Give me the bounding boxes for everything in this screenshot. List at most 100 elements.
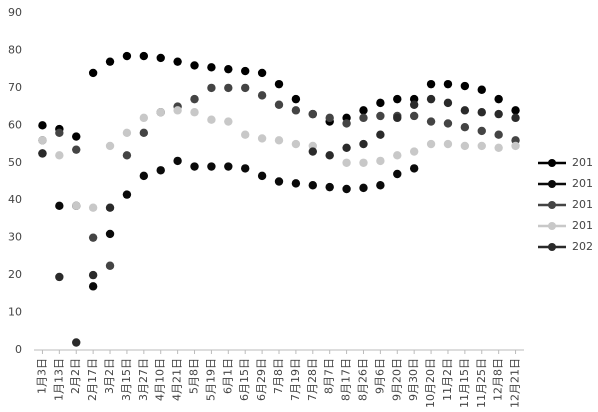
y-tick-label: 30: [8, 231, 22, 244]
data-point: [511, 106, 520, 115]
x-tick-label: 9月30日: [407, 358, 420, 401]
data-point: [426, 117, 436, 126]
data-point: [460, 81, 470, 91]
data-point: [72, 145, 81, 154]
legend-marker: [548, 243, 556, 251]
data-point: [139, 171, 149, 181]
legend-label: 201: [572, 156, 593, 169]
data-point: [426, 94, 436, 104]
data-point: [88, 270, 98, 280]
data-point: [88, 203, 98, 212]
y-tick-label: 20: [8, 268, 22, 281]
x-tick-label: 10月20日: [424, 358, 437, 408]
x-tick-label: 9月20日: [390, 358, 403, 401]
legend-label: 201: [572, 219, 593, 232]
x-tick-label: 11月25日: [475, 358, 488, 408]
x-tick-label: 12月21日: [509, 358, 522, 408]
data-point: [325, 113, 334, 123]
data-point: [139, 128, 149, 138]
data-point: [477, 126, 486, 136]
data-point: [325, 182, 334, 192]
data-point: [291, 106, 301, 115]
legend-marker: [548, 159, 556, 167]
data-point: [359, 158, 368, 167]
data-point: [139, 51, 149, 61]
data-point: [156, 108, 165, 117]
data-point: [359, 106, 368, 115]
x-tick-label: 1月3日: [35, 358, 48, 394]
data-point: [38, 136, 47, 145]
x-tick-label: 8月26日: [356, 358, 369, 401]
data-point: [274, 177, 284, 186]
data-point: [325, 151, 334, 160]
data-point: [224, 64, 233, 74]
data-point: [190, 162, 199, 171]
data-point: [359, 139, 368, 149]
data-point: [460, 123, 470, 132]
data-point: [443, 79, 453, 89]
data-point: [477, 85, 486, 94]
data-point: [342, 158, 351, 167]
data-point: [241, 130, 250, 139]
data-point: [105, 141, 115, 151]
data-point: [122, 151, 132, 160]
data-point: [156, 166, 165, 175]
data-point: [207, 115, 216, 124]
data-point: [443, 119, 453, 128]
x-tick-label: 11月2日: [441, 358, 454, 401]
data-point: [393, 94, 402, 104]
x-tick-label: 5月8日: [188, 358, 201, 394]
data-point: [105, 261, 115, 270]
data-point: [477, 108, 486, 117]
y-tick-label: 40: [8, 193, 22, 206]
data-point: [190, 94, 199, 104]
data-point: [291, 179, 301, 188]
x-tick-label: 3月27日: [137, 358, 150, 401]
data-point: [460, 141, 470, 151]
data-point: [291, 94, 301, 104]
data-point: [359, 183, 368, 193]
legend-label: 201: [572, 177, 593, 190]
data-point: [443, 98, 453, 108]
data-point: [207, 83, 216, 93]
data-point: [409, 164, 419, 173]
data-point: [376, 181, 385, 190]
data-point: [190, 61, 199, 70]
x-tick-label: 8月17日: [340, 358, 353, 401]
data-point: [477, 141, 486, 151]
data-point: [207, 162, 216, 171]
data-point: [105, 57, 115, 66]
data-point: [224, 117, 233, 126]
data-point: [88, 233, 98, 242]
y-tick-label: 60: [8, 118, 22, 131]
data-point: [257, 68, 267, 78]
x-tick-label: 4月21日: [171, 358, 184, 401]
data-point: [55, 272, 64, 282]
x-tick-label: 6月15日: [238, 358, 251, 401]
data-point: [72, 201, 81, 211]
data-point: [308, 181, 317, 190]
data-point: [88, 282, 98, 291]
data-point: [72, 338, 81, 347]
data-point: [173, 57, 182, 66]
data-point: [460, 106, 470, 115]
data-point: [342, 143, 351, 152]
data-point: [257, 91, 267, 100]
x-tick-label: 6月29日: [255, 358, 268, 401]
data-point: [376, 98, 385, 108]
y-tick-label: 50: [8, 156, 22, 169]
data-point: [241, 66, 250, 76]
data-point: [494, 94, 503, 104]
data-point: [55, 151, 64, 160]
data-point: [376, 111, 385, 121]
x-tick-label: 7月28日: [306, 358, 319, 401]
data-point: [426, 139, 436, 149]
data-point: [122, 51, 132, 61]
data-point: [139, 113, 149, 123]
legend-marker: [548, 201, 556, 209]
data-point: [72, 132, 81, 141]
data-point: [122, 190, 132, 199]
data-point: [376, 130, 385, 139]
data-point: [494, 143, 503, 152]
x-tick-label: 3月2日: [103, 358, 116, 394]
